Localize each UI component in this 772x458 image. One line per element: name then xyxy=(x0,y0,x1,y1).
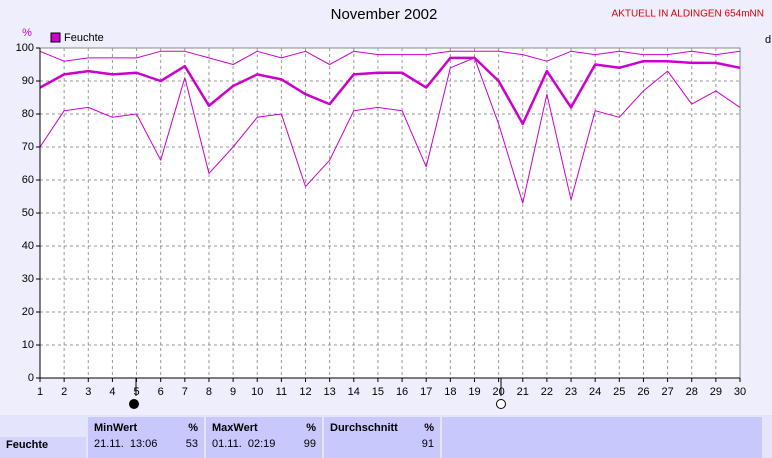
stats-table: MinWert % MaxWert % Durchschnitt % Feuch… xyxy=(0,415,772,458)
y-tick-label: 50 xyxy=(22,207,34,219)
y-tick-label: 20 xyxy=(22,306,34,318)
x-tick-label: 23 xyxy=(565,386,577,398)
table-header: MinWert xyxy=(94,422,138,434)
table-cell xyxy=(206,417,322,458)
data-line xyxy=(39,57,741,204)
chart-title: November 2002 xyxy=(331,6,438,23)
new-moon-icon xyxy=(129,399,139,409)
table-header: Durchschnitt xyxy=(330,422,398,434)
x-tick-label: 30 xyxy=(734,386,746,398)
y-tick-label: 90 xyxy=(22,75,34,87)
table-unit: % xyxy=(306,422,316,434)
y-tick-label: 10 xyxy=(22,339,34,351)
x-tick-label: 15 xyxy=(372,386,384,398)
x-tick-label: 21 xyxy=(517,386,529,398)
x-tick-label: 2 xyxy=(61,386,67,398)
x-tick-label: 13 xyxy=(324,386,336,398)
x-tick-label: 25 xyxy=(613,386,625,398)
x-tick-label: 9 xyxy=(230,386,236,398)
table-cell xyxy=(442,417,762,458)
legend-label: Feuchte xyxy=(64,32,104,44)
min-value: 53 xyxy=(186,438,198,450)
y-tick-label: 40 xyxy=(22,240,34,252)
data-line xyxy=(39,50,741,65)
x-tick-label: 12 xyxy=(299,386,311,398)
table-cell xyxy=(88,417,204,458)
chart-subtitle: AKTUELL IN ALDINGEN 654mNN xyxy=(612,9,764,20)
x-tick-label: 11 xyxy=(276,386,287,398)
data-line xyxy=(39,56,741,126)
x-tick-label: 28 xyxy=(686,386,698,398)
x-tick-label: 27 xyxy=(661,386,673,398)
table-cell xyxy=(324,417,440,458)
max-time: 01.11. 02:19 xyxy=(212,438,275,450)
y-tick-label: 0 xyxy=(28,372,34,384)
x-tick-label: 22 xyxy=(541,386,553,398)
x-tick-label: 16 xyxy=(396,386,408,398)
x-tick-label: 14 xyxy=(348,386,360,398)
x-tick-label: 29 xyxy=(710,386,722,398)
x-tick-label: 18 xyxy=(444,386,456,398)
table-header: MaxWert xyxy=(212,422,258,434)
x-tick-label: 8 xyxy=(206,386,212,398)
x-tick-label: 4 xyxy=(109,386,115,398)
x-tick-label: 1 xyxy=(37,386,43,398)
y-tick-label: 30 xyxy=(22,273,34,285)
x-tick-label: 20 xyxy=(492,386,504,398)
x-tick-label: 6 xyxy=(158,386,164,398)
max-value: 99 xyxy=(304,438,316,450)
table-unit: % xyxy=(424,422,434,434)
y-tick-label: 100 xyxy=(16,42,34,54)
table-cell xyxy=(0,437,86,458)
x-tick-label: 19 xyxy=(468,386,480,398)
y-axis-label: % xyxy=(22,27,32,39)
x-tick-label: 3 xyxy=(85,386,91,398)
x-tick-label: 24 xyxy=(589,386,601,398)
x-tick-label: 26 xyxy=(637,386,649,398)
x-tick-label: 5 xyxy=(133,386,139,398)
avg-value: 91 xyxy=(422,438,434,450)
legend-swatch xyxy=(50,32,61,43)
table-unit: % xyxy=(188,422,198,434)
row-label: Feuchte xyxy=(6,439,48,451)
x-axis-label: d xyxy=(765,34,771,46)
min-time: 21.11. 13:06 xyxy=(94,438,157,450)
y-tick-label: 60 xyxy=(22,174,34,186)
y-tick-label: 80 xyxy=(22,108,34,120)
full-moon-icon xyxy=(496,399,506,409)
x-tick-label: 17 xyxy=(420,386,432,398)
x-tick-label: 10 xyxy=(251,386,263,398)
y-tick-label: 70 xyxy=(22,141,34,153)
x-tick-label: 7 xyxy=(182,386,188,398)
